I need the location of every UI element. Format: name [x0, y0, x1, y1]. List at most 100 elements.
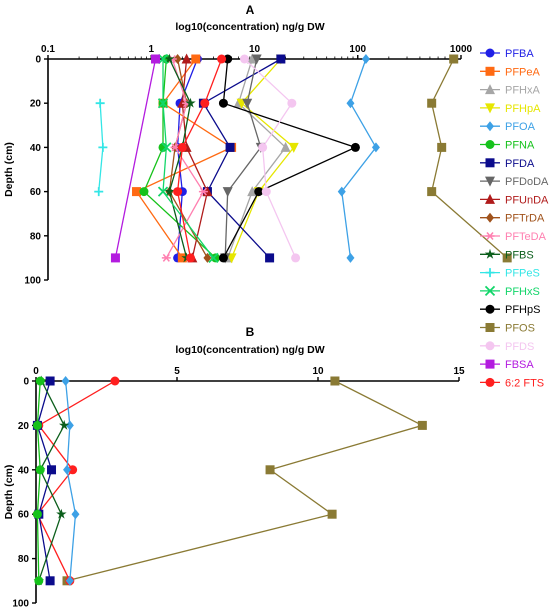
data-point	[265, 253, 275, 263]
legend-label: PFOS	[505, 323, 535, 335]
x-tick-label: 5	[174, 366, 180, 377]
legend-marker	[485, 323, 495, 332]
legend-entry-pfda: PFDA	[480, 158, 535, 170]
axes	[47, 58, 461, 280]
data-point	[239, 54, 249, 64]
series-line	[202, 58, 282, 259]
legend-entry-pftrda: PFTrDA	[480, 212, 545, 225]
legend-label: PFTeDA	[505, 231, 547, 243]
x-tick-label: 0.1	[41, 44, 55, 55]
data-point	[337, 186, 346, 197]
data-point	[185, 97, 196, 108]
data-point	[35, 376, 45, 386]
legend-label: FBSA	[505, 359, 534, 371]
data-point	[65, 420, 74, 431]
legend-marker	[485, 232, 495, 240]
legend-entry-pfhxs: PFHxS	[480, 285, 540, 298]
series-pfna	[32, 376, 45, 586]
legend-entry-pfhps: PFHpS	[480, 304, 540, 316]
data-point	[226, 253, 237, 264]
legend-label: PFHxS	[505, 286, 540, 298]
data-point	[350, 142, 360, 152]
data-point	[251, 54, 262, 65]
data-point	[164, 53, 175, 64]
series-line	[64, 380, 77, 581]
series-pfos	[62, 376, 427, 586]
legend-label: PFBA	[505, 48, 534, 60]
legend-marker	[485, 140, 495, 149]
legend-marker	[484, 248, 496, 259]
data-point	[211, 253, 221, 263]
series-pfoa	[337, 54, 380, 263]
legend-marker	[485, 304, 495, 314]
data-point	[32, 509, 42, 519]
data-point	[203, 252, 212, 263]
data-point	[346, 98, 355, 109]
legend-label: PFPeA	[505, 66, 541, 78]
y-tick-label: 60	[30, 187, 42, 198]
y-tick-label: 80	[30, 231, 42, 242]
series-pfpes	[94, 98, 108, 197]
data-point	[56, 508, 67, 519]
data-point	[287, 98, 297, 108]
series-fbsa	[110, 54, 161, 263]
y-tick-label: 100	[24, 276, 41, 287]
data-point	[177, 142, 187, 152]
legend-marker	[486, 121, 494, 132]
x-tick-label: 0	[33, 366, 39, 377]
axes	[35, 380, 459, 603]
y-tick-label: 40	[30, 143, 42, 154]
y-tick-label: 60	[18, 510, 30, 521]
data-point	[95, 98, 105, 108]
data-point	[110, 376, 120, 386]
legend-label: PFTrDA	[505, 213, 545, 225]
x-tick-label: 15	[453, 366, 465, 377]
legend-marker	[485, 377, 495, 387]
data-point	[254, 187, 264, 197]
y-tick-label: 0	[23, 377, 29, 388]
data-point	[502, 253, 512, 263]
x-tick-label: 1000	[450, 44, 473, 55]
data-point	[222, 187, 233, 198]
data-point	[218, 253, 228, 263]
legend-entry-6-2-fts: 6:2 FTS	[480, 377, 544, 389]
data-point	[242, 98, 253, 109]
legend-marker	[484, 285, 496, 297]
data-point	[291, 253, 301, 263]
panel-label: A	[246, 3, 255, 17]
data-point	[45, 576, 55, 586]
y-tick-label: 40	[18, 465, 30, 476]
data-point	[261, 187, 271, 197]
legend-marker	[485, 359, 495, 369]
data-point	[247, 186, 258, 197]
legend-marker	[485, 341, 495, 351]
data-point	[32, 420, 42, 430]
legend-label: PFDoDA	[505, 176, 549, 188]
data-point	[161, 253, 171, 262]
y-axis-label: Depth (cm)	[3, 142, 15, 197]
data-point	[61, 376, 70, 386]
legend-marker	[485, 193, 495, 204]
data-point	[327, 509, 337, 519]
series-pfdoda	[220, 54, 266, 264]
data-point	[200, 98, 210, 108]
legend-entry-pfna: PFNA	[480, 140, 535, 152]
series-line	[114, 58, 157, 259]
data-point	[208, 252, 219, 264]
legend-marker	[485, 84, 495, 95]
series-pfos	[427, 54, 512, 263]
data-point	[427, 187, 437, 197]
data-point	[288, 142, 299, 153]
data-point	[437, 142, 447, 152]
legend-label: PFDS	[505, 341, 534, 353]
y-axis-label: Depth (cm)	[3, 465, 15, 520]
series-pftrda	[165, 54, 212, 263]
data-point	[265, 465, 275, 475]
series-6-2-fts	[173, 54, 227, 263]
series-line	[38, 380, 65, 582]
x-tick-label: 1	[148, 44, 154, 55]
legend-entry-pfpes: PFPeS	[480, 268, 540, 280]
legend-marker	[485, 176, 495, 187]
